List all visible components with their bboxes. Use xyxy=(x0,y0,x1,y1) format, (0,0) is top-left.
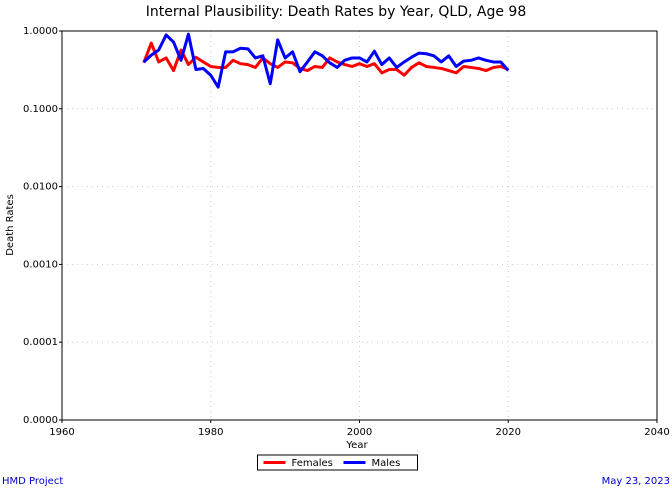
chart-title: Internal Plausibility: Death Rates by Ye… xyxy=(146,4,527,20)
legend-box xyxy=(257,454,418,471)
series-line xyxy=(142,32,510,89)
x-tick-label: 1960 xyxy=(49,427,74,438)
y-axis-label: Death Rates xyxy=(5,194,16,256)
y-tick-label: 1.0000 xyxy=(23,26,58,37)
y-tick-label: 0.0000 xyxy=(23,415,58,426)
x-tick-label: 2000 xyxy=(347,427,372,438)
legend-label: Females xyxy=(292,458,333,469)
x-tick-label: 1980 xyxy=(198,427,223,438)
y-tick-label: 0.0010 xyxy=(23,259,58,270)
legend-label: Males xyxy=(372,458,401,469)
y-tick-label: 0.0100 xyxy=(23,182,58,193)
footer-left: HMD Project xyxy=(2,476,63,487)
y-tick-label: 0.1000 xyxy=(23,104,58,115)
x-tick-label: 2020 xyxy=(496,427,521,438)
x-tick-label: 2040 xyxy=(644,427,669,438)
x-axis-label: Year xyxy=(345,440,368,451)
plot-frame xyxy=(61,30,658,421)
series-line xyxy=(142,41,509,77)
y-tick-label: 0.0001 xyxy=(23,337,58,348)
footer-right: May 23, 2023 xyxy=(602,476,670,487)
